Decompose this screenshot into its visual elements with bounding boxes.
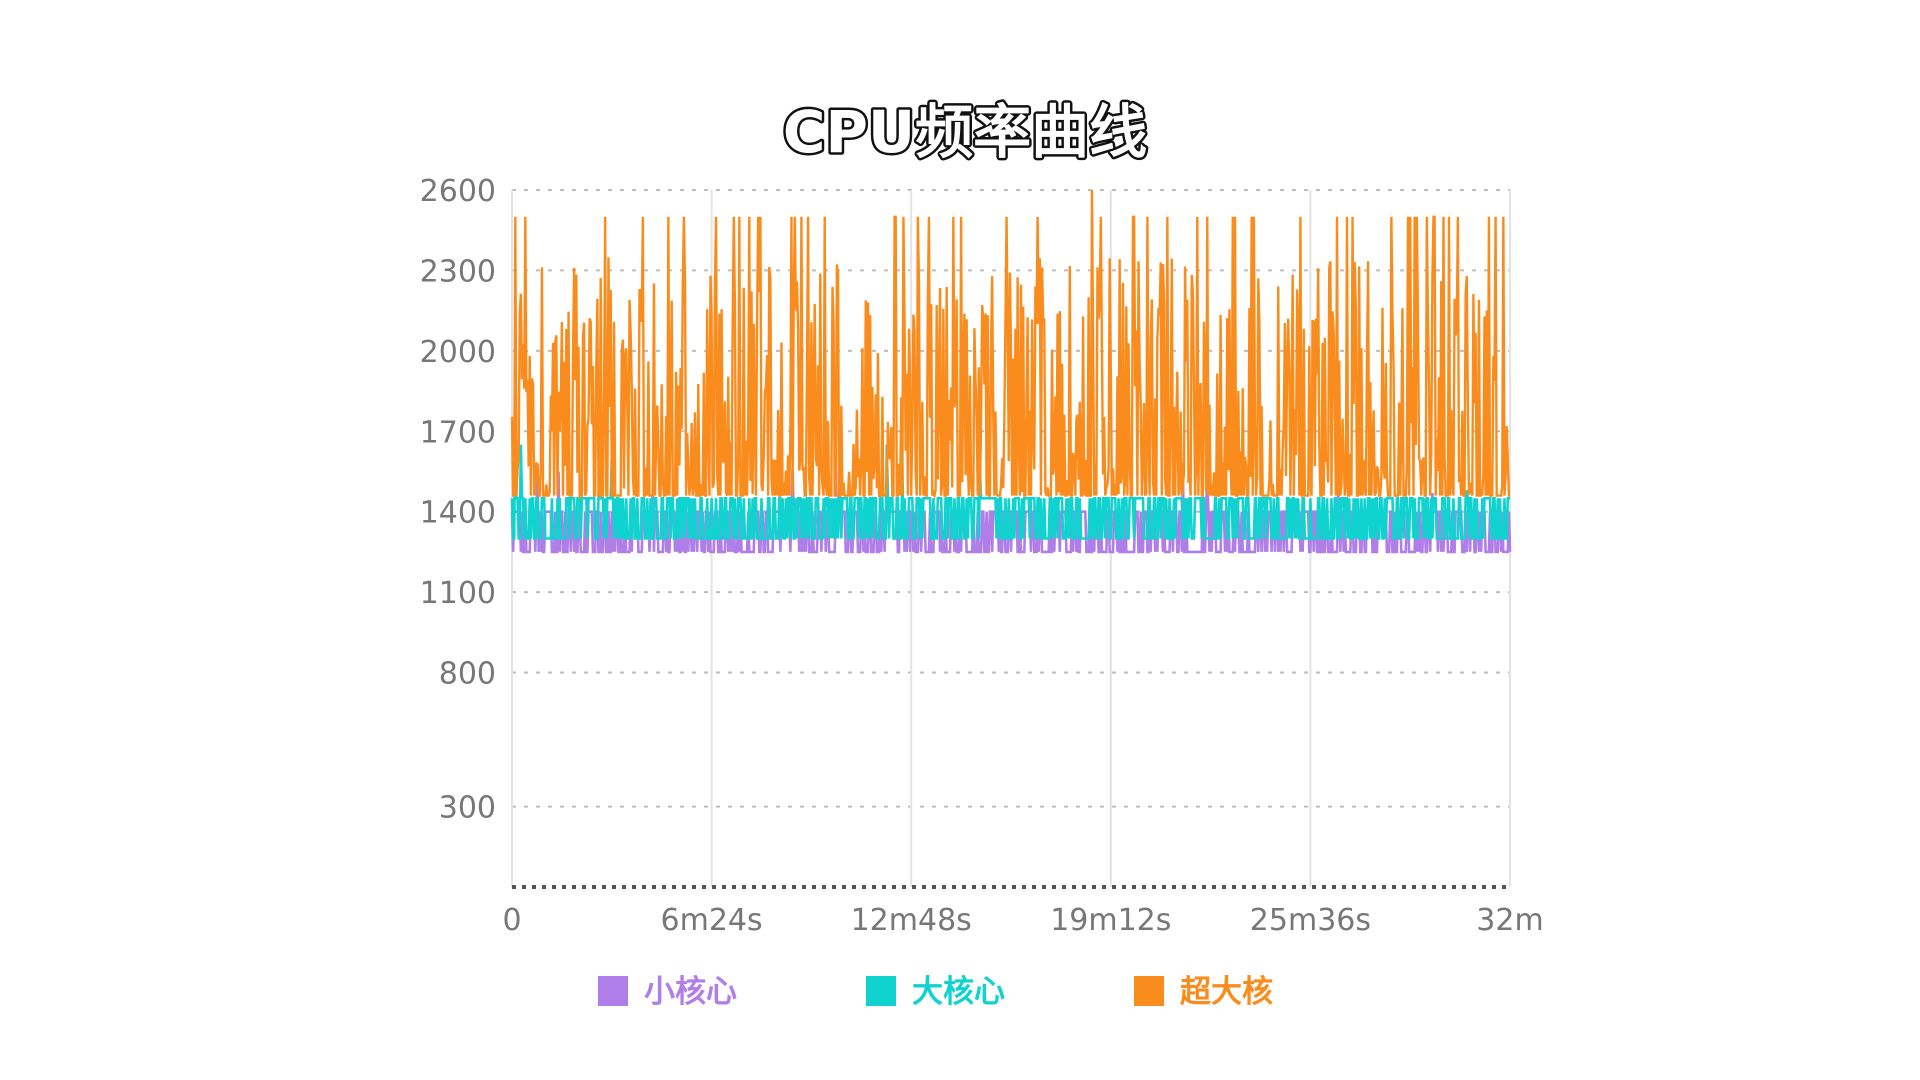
y-tick-label: 2300 (420, 254, 496, 289)
legend-label: 超大核 (1180, 974, 1273, 1010)
y-tick-label: 2600 (420, 174, 496, 209)
chart-title: CPU频率曲线 (783, 98, 1147, 166)
legend-swatch (866, 976, 896, 1006)
y-tick-label: 800 (439, 657, 496, 692)
legend-swatch (1134, 976, 1164, 1006)
legend: 小核心 大核心 超大核 (598, 974, 1273, 1010)
legend-label: 小核心 (644, 974, 737, 1010)
axes: 300 800 1100 1400 1700 2000 2300 2600 0 6m24s 12m4… (420, 174, 1544, 938)
x-tick-label: 0 (502, 903, 521, 938)
y-tick-label: 1400 (420, 496, 496, 531)
legend-item: 超大核 (1134, 974, 1273, 1010)
y-tick-label: 1100 (420, 576, 496, 611)
y-tick-label: 1700 (420, 415, 496, 450)
legend-swatch (598, 976, 628, 1006)
y-tick-label: 2000 (420, 335, 496, 370)
legend-item: 大核心 (866, 974, 1005, 1010)
series-line-2 (510, 404, 1510, 540)
x-tick-label: 25m36s (1250, 903, 1371, 938)
series-line-3 (510, 189, 1511, 501)
x-tick-label: 6m24s (661, 903, 763, 938)
x-tick-label: 12m48s (851, 903, 972, 938)
legend-label: 大核心 (912, 974, 1005, 1010)
x-tick-label: 32m (1476, 903, 1543, 938)
series-layer (510, 189, 1512, 554)
legend-item: 小核心 (598, 974, 737, 1010)
y-tick-label: 300 (439, 791, 496, 826)
x-tick-label: 19m12s (1050, 903, 1171, 938)
